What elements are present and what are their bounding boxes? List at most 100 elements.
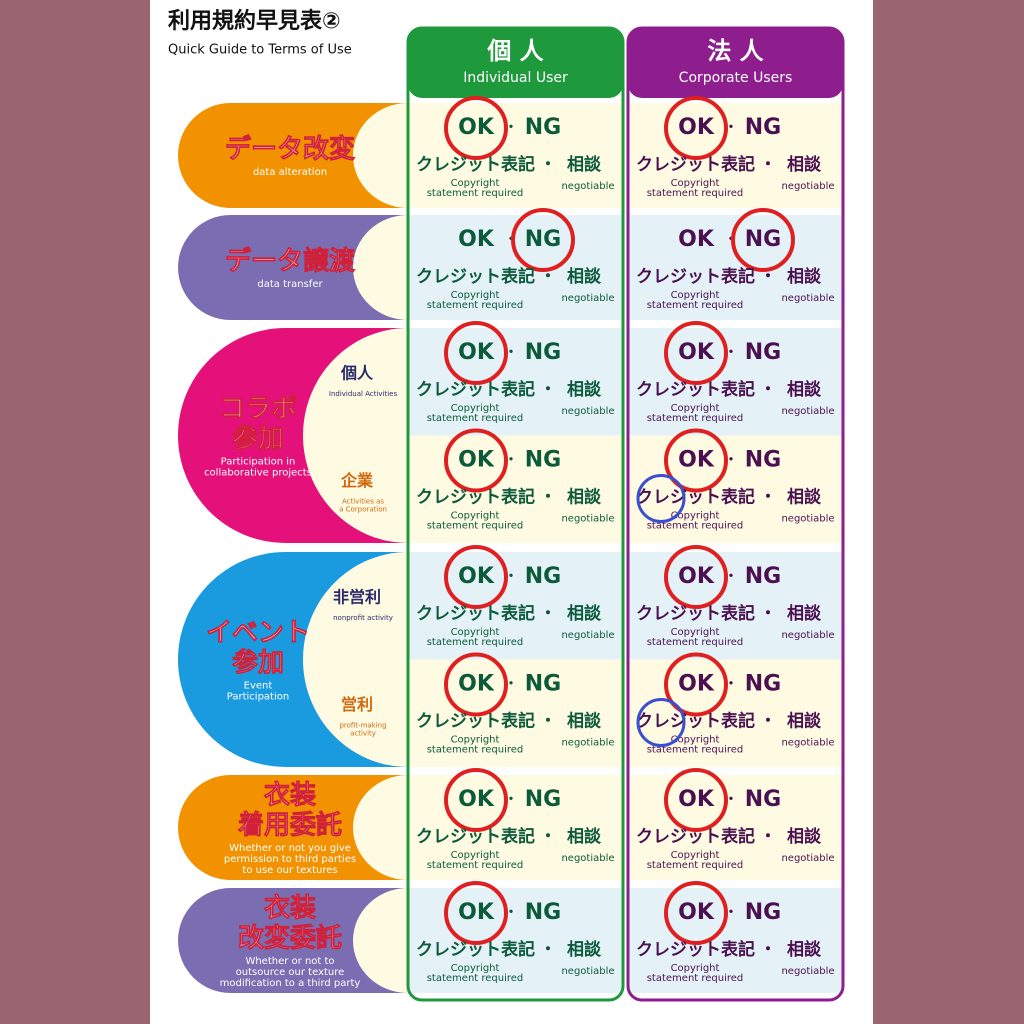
credit-en: Copyright [671,850,720,861]
separator: ・ [540,487,556,506]
row-label-en: data alteration [253,167,327,178]
row-inner [303,328,408,543]
ok-label: OK [458,448,495,473]
ok-label: OK [678,672,715,697]
credit-label: クレジット表記 [416,939,535,960]
selection-circle [444,652,508,717]
ok-label: OK [678,227,715,252]
row-pill [178,103,408,208]
consult-label: 相談 [787,711,822,732]
credit-en: Copyright [671,403,720,414]
row-label-en: collaborative projects [204,468,312,479]
credit-en: Copyright [671,627,720,638]
selection-circle [664,545,728,609]
ok-label: OK [458,900,495,925]
sub-label-en: a Corporation [339,505,387,513]
row-label: 参加 [232,647,284,678]
subtitle: Quick Guide to Terms of Use [168,43,352,58]
credit-en: statement required [647,188,744,199]
cell-background [408,328,623,436]
credit-label: クレジット表記 [416,487,535,508]
row-inner [352,888,408,993]
consult-label: 相談 [567,487,602,508]
consult-en: negotiable [561,738,614,749]
row-inner [352,775,408,880]
ok-label: OK [458,787,495,812]
row-label: コラボ [219,394,297,424]
sub-label-en: Individual Activities [329,390,398,398]
row-inner [352,103,408,208]
separator: ・ [540,380,556,399]
credit-label: クレジット表記 [636,487,755,508]
separator: ・ [760,827,776,846]
separator: ・ [540,940,556,959]
ok-label: OK [678,115,715,140]
ok-label: OK [458,227,495,252]
credit-label: クレジット表記 [636,711,755,732]
column-frame [406,26,625,1002]
credit-en: statement required [427,973,524,984]
credit-en: Copyright [451,963,500,974]
credit-label: クレジット表記 [416,154,535,175]
consult-en: negotiable [561,966,614,977]
ng-label: NG [745,900,781,925]
credit-en: statement required [427,745,524,756]
credit-en: Copyright [451,850,500,861]
credit-en: statement required [647,745,744,756]
consult-label: 相談 [567,939,602,960]
consult-label: 相談 [787,603,822,624]
sub-label: 個人 [340,363,374,382]
credit-en: Copyright [451,290,500,301]
separator: ・ [760,155,776,174]
row-label: 着用委託 [237,810,342,841]
separator: ・ [760,711,776,730]
cell-background [628,103,843,208]
row-label-en: permission to third parties [224,854,356,865]
row-label: 衣装 [264,780,316,811]
credit-en: Copyright [671,178,720,189]
ok-label: OK [678,448,715,473]
sub-label: 非営利 [333,587,381,606]
credit-en: statement required [427,521,524,532]
row-label-en: data transfer [257,279,323,290]
ok-label: OK [458,672,495,697]
column-subtitle: Corporate Users [679,70,793,86]
ok-label: OK [678,564,715,589]
sub-label: 企業 [340,471,374,490]
consult-en: negotiable [561,181,614,192]
cell-background [408,659,623,767]
ng-label: NG [745,227,781,252]
row-label-en: to use our textures [242,865,337,876]
separator: ・ [540,827,556,846]
cell-background [408,435,623,543]
ok-label: OK [458,340,495,365]
row-pill [178,215,408,320]
consult-en: negotiable [781,514,834,525]
row-pill [178,888,408,993]
row-label: データ改変 [225,134,355,165]
sub-label-en: Activities as [342,497,384,505]
ng-label: NG [525,448,561,473]
row-inner [352,215,408,320]
row-label-en: Whether or not to [245,956,334,967]
credit-en: Copyright [671,963,720,974]
credit-en: statement required [647,637,744,648]
selection-circle [444,545,508,609]
credit-en: Copyright [451,627,500,638]
separator: ・ [760,604,776,623]
consult-en: negotiable [561,853,614,864]
consult-label: 相談 [567,379,602,400]
title: 利用規約早見表② [168,8,341,34]
consult-label: 相談 [787,939,822,960]
consult-en: negotiable [781,293,834,304]
selection-circle [444,881,508,945]
ng-label: NG [745,340,781,365]
credit-label: クレジット表記 [416,379,535,400]
row-label-en: modification to a third party [220,978,361,989]
consult-label: 相談 [567,154,602,175]
column-title: 法 人 [707,37,763,65]
ng-label: NG [745,115,781,140]
row-label-en: Whether or not you give [229,843,351,854]
credit-label: クレジット表記 [636,154,755,175]
